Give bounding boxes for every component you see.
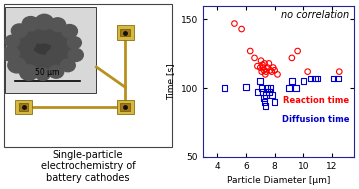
Circle shape — [8, 58, 26, 73]
Point — [232, 22, 237, 25]
Point — [265, 66, 270, 69]
Point — [252, 56, 257, 59]
Circle shape — [36, 20, 59, 40]
Text: Reaction time: Reaction time — [283, 96, 349, 105]
Point — [269, 70, 275, 73]
Point — [275, 73, 280, 76]
Point — [272, 69, 278, 72]
Point — [263, 70, 269, 73]
Circle shape — [19, 29, 39, 46]
Point — [243, 85, 249, 88]
Point — [262, 62, 267, 65]
Circle shape — [41, 24, 65, 45]
Circle shape — [29, 55, 51, 74]
Point — [267, 87, 273, 90]
Point — [260, 66, 266, 69]
Point — [293, 87, 299, 90]
Point — [262, 73, 268, 76]
Point — [295, 50, 300, 53]
Point — [286, 87, 292, 90]
Circle shape — [36, 68, 50, 80]
Circle shape — [21, 53, 45, 73]
Text: Single-particle
electrochemistry of
battery cathodes: Single-particle electrochemistry of batt… — [41, 149, 135, 183]
Point — [262, 105, 268, 108]
FancyBboxPatch shape — [120, 29, 130, 36]
Point — [300, 80, 306, 83]
Circle shape — [22, 23, 42, 40]
X-axis label: Particle Diameter [μm]: Particle Diameter [μm] — [227, 176, 330, 185]
Point — [261, 69, 267, 72]
Circle shape — [14, 46, 33, 63]
Point — [336, 70, 342, 73]
Point — [312, 77, 318, 80]
Circle shape — [51, 37, 76, 59]
Point — [289, 80, 295, 83]
Circle shape — [2, 46, 19, 61]
Circle shape — [18, 50, 39, 68]
Point — [262, 100, 267, 103]
Point — [247, 50, 253, 53]
Point — [263, 94, 269, 97]
Point — [335, 77, 341, 80]
Point — [257, 66, 263, 69]
Circle shape — [5, 35, 19, 47]
Circle shape — [38, 58, 57, 74]
FancyBboxPatch shape — [15, 100, 32, 114]
Circle shape — [24, 32, 63, 64]
Point — [315, 77, 321, 80]
Point — [331, 77, 336, 80]
Circle shape — [62, 25, 78, 38]
Text: 50 μm: 50 μm — [35, 68, 60, 77]
Point — [308, 77, 313, 80]
Point — [255, 65, 260, 68]
Text: Diffusion time: Diffusion time — [281, 115, 349, 124]
Point — [255, 91, 260, 94]
Point — [270, 66, 276, 69]
Circle shape — [53, 44, 77, 65]
Circle shape — [48, 29, 68, 46]
Bar — [5, 7, 96, 93]
Circle shape — [22, 17, 39, 31]
FancyBboxPatch shape — [117, 25, 134, 40]
Point — [272, 100, 278, 103]
Text: no correlation: no correlation — [281, 10, 349, 20]
Point — [260, 91, 266, 94]
Point — [267, 69, 273, 72]
Circle shape — [48, 65, 64, 78]
Point — [257, 80, 263, 83]
Point — [265, 87, 270, 90]
Point — [239, 28, 244, 31]
Circle shape — [13, 39, 33, 57]
Point — [305, 70, 311, 73]
Circle shape — [68, 48, 83, 61]
Circle shape — [44, 55, 64, 72]
Circle shape — [35, 14, 53, 30]
Point — [269, 94, 275, 97]
Circle shape — [60, 59, 75, 72]
Point — [258, 59, 264, 62]
Point — [289, 56, 295, 59]
Circle shape — [67, 37, 81, 49]
Circle shape — [14, 33, 36, 52]
Point — [259, 70, 265, 73]
Circle shape — [46, 48, 70, 69]
FancyBboxPatch shape — [117, 100, 134, 114]
Circle shape — [50, 18, 66, 31]
Y-axis label: Time [s]: Time [s] — [166, 63, 175, 100]
FancyBboxPatch shape — [120, 103, 130, 111]
FancyBboxPatch shape — [19, 103, 28, 111]
Point — [266, 62, 272, 65]
Circle shape — [53, 32, 75, 51]
Point — [260, 63, 265, 66]
Circle shape — [11, 24, 28, 38]
Circle shape — [28, 22, 53, 43]
Point — [259, 87, 265, 90]
Point — [222, 87, 227, 90]
Circle shape — [20, 65, 38, 80]
Point — [261, 96, 267, 99]
Point — [266, 91, 272, 94]
